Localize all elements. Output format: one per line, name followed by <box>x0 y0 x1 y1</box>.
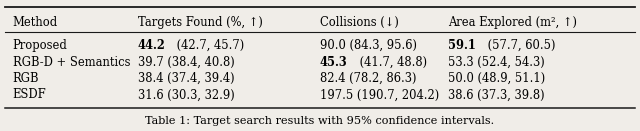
Text: Method: Method <box>13 16 58 29</box>
Text: Proposed: Proposed <box>13 39 68 52</box>
Text: 44.2: 44.2 <box>138 39 165 52</box>
Text: (41.7, 48.8): (41.7, 48.8) <box>356 56 427 69</box>
Text: ESDF: ESDF <box>13 88 47 102</box>
Text: (57.7, 60.5): (57.7, 60.5) <box>484 39 556 52</box>
Text: 45.3: 45.3 <box>320 56 348 69</box>
Text: Targets Found (%, ↑): Targets Found (%, ↑) <box>138 16 262 29</box>
Text: Table 1: Target search results with 95% confidence intervals.: Table 1: Target search results with 95% … <box>145 116 495 126</box>
Text: 53.3 (52.4, 54.3): 53.3 (52.4, 54.3) <box>448 56 545 69</box>
Text: Collisions (↓): Collisions (↓) <box>320 16 399 29</box>
Text: 59.1: 59.1 <box>448 39 476 52</box>
Text: RGB-D + Semantics: RGB-D + Semantics <box>13 56 131 69</box>
Text: 38.4 (37.4, 39.4): 38.4 (37.4, 39.4) <box>138 72 234 85</box>
Text: 31.6 (30.3, 32.9): 31.6 (30.3, 32.9) <box>138 88 234 102</box>
Text: 38.6 (37.3, 39.8): 38.6 (37.3, 39.8) <box>448 88 545 102</box>
Text: (42.7, 45.7): (42.7, 45.7) <box>173 39 244 52</box>
Text: 90.0 (84.3, 95.6): 90.0 (84.3, 95.6) <box>320 39 417 52</box>
Text: 50.0 (48.9, 51.1): 50.0 (48.9, 51.1) <box>448 72 545 85</box>
Text: Area Explored (m², ↑): Area Explored (m², ↑) <box>448 16 577 29</box>
Text: RGB: RGB <box>13 72 39 85</box>
Text: 197.5 (190.7, 204.2): 197.5 (190.7, 204.2) <box>320 88 439 102</box>
Text: 82.4 (78.2, 86.3): 82.4 (78.2, 86.3) <box>320 72 417 85</box>
Text: 39.7 (38.4, 40.8): 39.7 (38.4, 40.8) <box>138 56 234 69</box>
